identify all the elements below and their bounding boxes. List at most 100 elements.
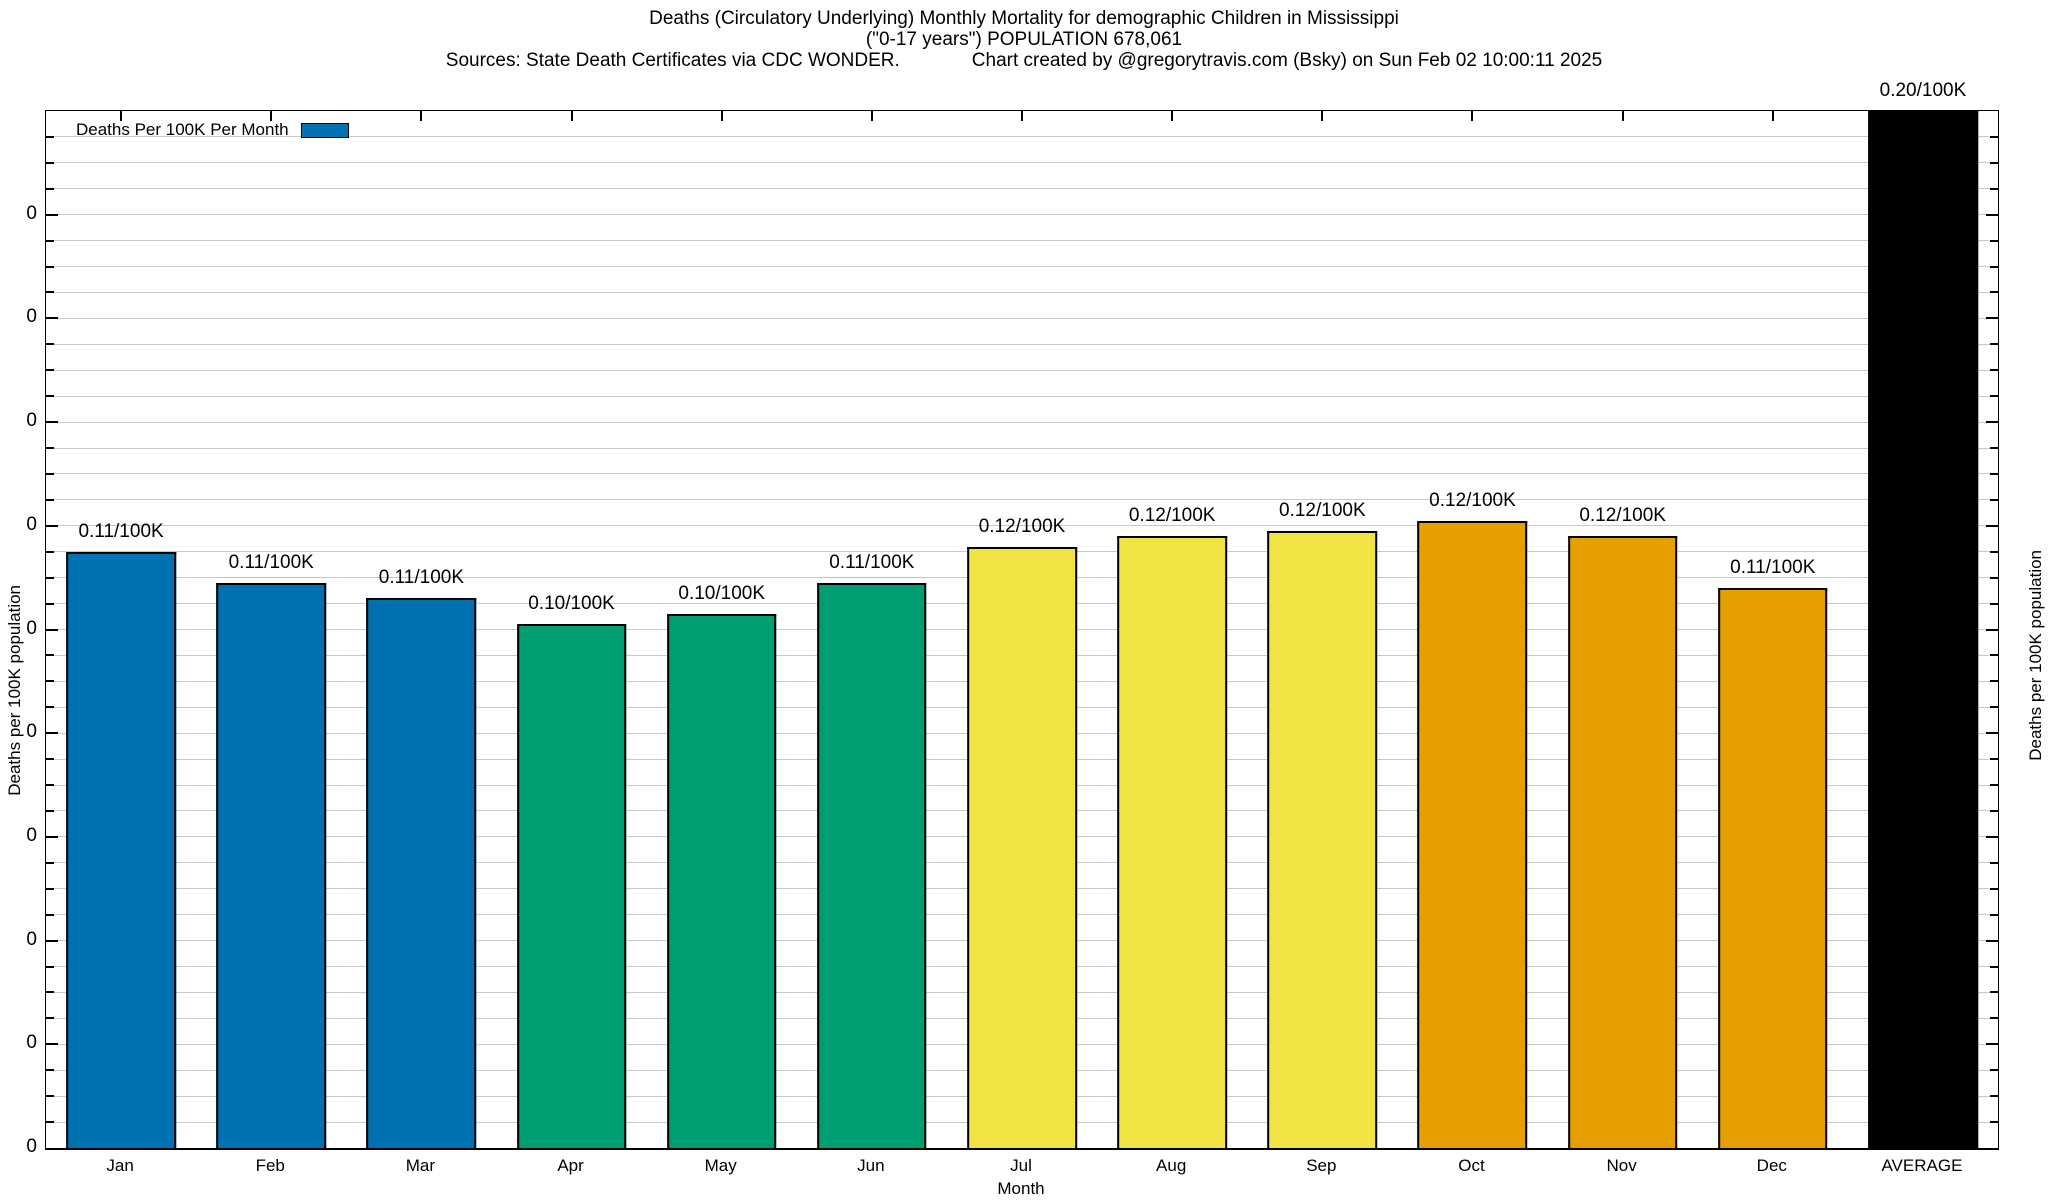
y-axis-tick (1986, 939, 1998, 942)
x-axis-tick (270, 111, 273, 121)
gridline (46, 395, 1998, 397)
bar-oct (1417, 520, 1528, 1148)
x-tick-label-mar: Mar (405, 1156, 436, 1175)
y-axis-tick (46, 447, 54, 450)
x-tick-label-aug: Aug (1156, 1156, 1187, 1175)
y-axis-tick (46, 187, 54, 190)
bar-slot-average: 0.20/100K (1848, 80, 1998, 1148)
sources-text: Sources: State Death Certificates via CD… (445, 50, 900, 71)
y-axis-tick (1990, 861, 1998, 864)
y-axis-tick (1990, 887, 1998, 890)
y-axis-tick (46, 939, 58, 942)
bar-value-label: 0.11/100K (378, 567, 465, 589)
y-axis-tick (1990, 965, 1998, 968)
x-axis-tick (570, 111, 573, 121)
y-axis-tick (46, 861, 54, 864)
x-tick-label-jul: Jul (1010, 1156, 1032, 1175)
x-axis-tick (720, 111, 723, 121)
bar-slot-jan: 0.11/100K (46, 111, 196, 1148)
y-tick-label: 0 (26, 410, 37, 432)
y-axis-tick (1986, 835, 1998, 838)
x-axis-tick (1621, 111, 1624, 121)
bar-mar (366, 598, 477, 1148)
x-tick-label-apr: Apr (557, 1156, 584, 1175)
y-tick-label: 0 (26, 928, 37, 950)
y-axis-tick (46, 913, 54, 916)
gridline (46, 499, 1998, 501)
x-tick-label-jun: Jun (857, 1156, 885, 1175)
y-axis-tick (46, 213, 58, 216)
y-axis-tick (1990, 161, 1998, 164)
y-axis-tick (46, 576, 54, 579)
x-tick-label-feb: Feb (255, 1156, 285, 1175)
y-axis-tick (1990, 447, 1998, 450)
bar-jun (817, 582, 927, 1148)
bar-value-label: 0.20/100K (1879, 80, 1967, 101)
bar-value-label: 0.11/100K (228, 551, 314, 573)
y-axis-tick (46, 369, 54, 372)
y-tick-label: 0 (26, 617, 37, 639)
y-axis-tick (46, 602, 54, 605)
y-axis-label-left: Deaths per 100K population (5, 585, 24, 796)
y-axis-tick (1990, 291, 1998, 294)
y-axis-tick (1990, 369, 1998, 372)
y-axis-tick (46, 135, 54, 138)
y-axis-tick (46, 1121, 54, 1124)
y-axis-tick (46, 706, 54, 709)
bar-slot-dec: 0.11/100K (1698, 111, 1848, 1148)
gridline (46, 214, 1998, 216)
y-axis-tick (46, 628, 58, 631)
y-axis-tick (46, 161, 54, 164)
gridline (46, 447, 1998, 449)
y-axis-tick (1986, 421, 1998, 424)
bar-slot-sep: 0.12/100K (1247, 111, 1397, 1148)
credit-text: Chart created by @gregorytravis.com (Bsk… (971, 50, 1603, 71)
y-axis-tick (46, 317, 58, 320)
y-axis-tick (1986, 524, 1998, 527)
gridline (46, 525, 1998, 527)
x-tick-label-oct: Oct (1458, 1156, 1485, 1175)
y-axis-tick (1990, 680, 1998, 683)
x-axis-tick (1471, 111, 1474, 121)
y-axis-tick (1990, 187, 1998, 190)
y-axis-tick (46, 680, 54, 683)
bar-value-label: 0.10/100K (678, 582, 766, 604)
x-tick-label-sep: Sep (1306, 1156, 1337, 1175)
y-axis-tick (46, 1043, 58, 1046)
y-axis-tick (1986, 732, 1998, 735)
legend-swatch (300, 122, 349, 138)
bar-value-label: 0.12/100K (1279, 500, 1366, 521)
gridline (46, 291, 1998, 293)
header: Deaths (Circulatory Underlying) Monthly … (0, 8, 2048, 71)
y-axis-tick (1990, 758, 1998, 761)
y-tick-label: 0 (26, 1136, 37, 1157)
chart-title: Deaths (Circulatory Underlying) Monthly … (649, 8, 1399, 29)
y-axis-tick (1990, 991, 1998, 994)
gridline (46, 162, 1998, 164)
y-axis-tick (1990, 239, 1998, 242)
legend-label: Deaths Per 100K Per Month (76, 120, 289, 139)
y-axis-tick (46, 732, 58, 735)
gridline (46, 369, 1998, 371)
source-line: Sources: State Death Certificates via CD… (0, 50, 2048, 71)
x-tick-label-nov: Nov (1606, 1156, 1637, 1175)
bar-value-label: 0.12/100K (1429, 489, 1516, 511)
y-tick-label: 0 (26, 1032, 37, 1054)
y-axis-tick (1990, 1095, 1998, 1098)
y-axis-tick (1990, 576, 1998, 579)
y-axis-tick (1990, 135, 1998, 138)
bar-value-label: 0.12/100K (1579, 505, 1666, 527)
y-tick-label: 0 (26, 824, 37, 846)
bar-slot-feb: 0.11/100K (196, 111, 346, 1148)
y-axis-tick (1990, 1017, 1998, 1020)
x-axis-tick (870, 111, 873, 121)
bar-slot-aug: 0.12/100K (1097, 111, 1247, 1148)
x-axis-tick (1321, 111, 1324, 121)
x-axis-tick (120, 111, 123, 121)
bar-nov (1567, 536, 1678, 1148)
x-tick-label-jan: Jan (106, 1156, 134, 1175)
y-axis-tick (46, 991, 54, 994)
y-axis-tick (46, 265, 54, 268)
bar-slot-nov: 0.12/100K (1548, 111, 1698, 1148)
